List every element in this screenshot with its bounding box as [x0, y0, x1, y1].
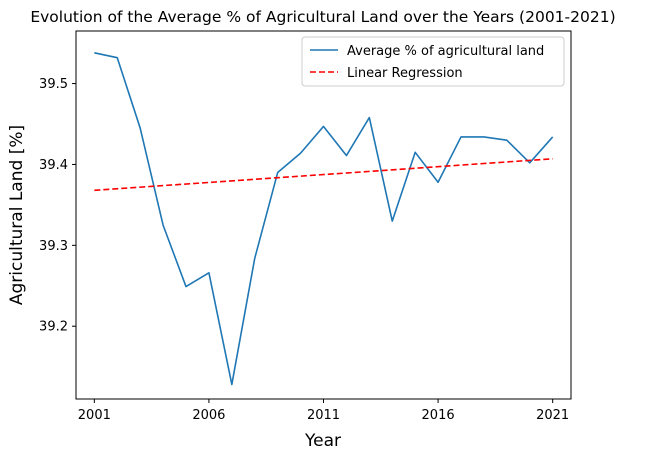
axes-frame: [75, 30, 572, 400]
legend-box: [301, 36, 565, 87]
y-tick-label: 39.5: [39, 77, 68, 92]
x-axis-ticks: 2001 2006 2011 2016 2021: [78, 399, 569, 423]
y-axis-ticks: 39.2 39.3 39.4 39.5: [39, 77, 76, 335]
x-tick-label: 2016: [422, 408, 455, 423]
x-tick-label: 2011: [307, 408, 340, 423]
series-line-regression: [94, 157, 553, 192]
y-tick-label: 39.2: [39, 320, 68, 335]
series-line-average: [94, 52, 554, 386]
legend-label-regression: Linear Regression: [347, 66, 463, 81]
x-tick-label: 2006: [192, 408, 225, 423]
legend: Average % of agricultural land Linear Re…: [301, 36, 565, 87]
series-layer: [94, 52, 554, 386]
y-axis-label: Agricultural Land [%]: [7, 125, 27, 305]
legend-label-average: Average % of agricultural land: [347, 44, 544, 59]
chart-title: Evolution of the Average % of Agricultur…: [30, 8, 615, 26]
x-tick-label: 2021: [536, 408, 569, 423]
y-tick-label: 39.3: [39, 239, 68, 254]
plot-area: [75, 30, 572, 400]
y-tick-label: 39.4: [39, 158, 68, 173]
x-axis-label: Year: [304, 431, 341, 451]
x-tick-label: 2001: [78, 408, 111, 423]
